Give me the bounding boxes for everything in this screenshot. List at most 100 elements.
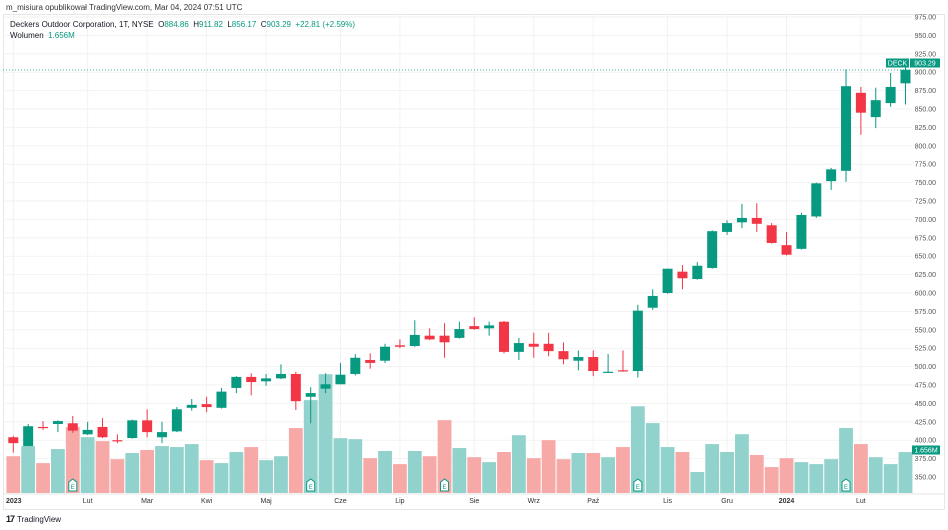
candle-body xyxy=(811,183,822,217)
earnings-icon[interactable]: E xyxy=(841,478,851,492)
low-value: 856.17 xyxy=(231,20,257,29)
volume-bar xyxy=(660,447,675,493)
price-tick-label: 850.00 xyxy=(915,107,937,114)
svg-text:E: E xyxy=(636,485,640,491)
candle-body xyxy=(796,214,807,249)
candle-body xyxy=(900,69,911,84)
price-tick-label: 800.00 xyxy=(915,143,937,150)
candle-body xyxy=(647,295,658,308)
candle-body xyxy=(67,423,78,431)
price-tick-label: 925.00 xyxy=(915,51,937,58)
legend-ohlc: Deckers Outdoor Corporation, 1T, NYSE O8… xyxy=(10,19,355,30)
ticker-label: DECK xyxy=(888,61,908,68)
volume-bar xyxy=(244,447,259,493)
candle-body xyxy=(261,378,272,382)
price-tick-label: 825.00 xyxy=(915,125,937,132)
candle-body xyxy=(484,325,495,329)
volume-bar xyxy=(21,446,36,493)
candle-body xyxy=(632,310,643,372)
svg-text:E: E xyxy=(443,485,447,491)
time-tick-label: Mar xyxy=(141,498,154,505)
candles xyxy=(8,63,911,453)
candle-body xyxy=(781,245,792,255)
time-tick-label: Wrz xyxy=(528,498,541,505)
volume-bar xyxy=(259,460,273,493)
candle-body xyxy=(558,351,569,360)
chart-frame xyxy=(3,14,945,510)
price-tick-label: 875.00 xyxy=(915,88,937,95)
candle-body xyxy=(885,86,896,104)
candle-body xyxy=(722,223,733,232)
volume-bar xyxy=(809,464,824,493)
price-tick-label: 650.00 xyxy=(915,254,937,261)
volume-bar xyxy=(749,454,764,493)
volume-bar xyxy=(140,450,155,493)
candle-body xyxy=(82,429,93,435)
volume-bar xyxy=(348,439,363,493)
candle-body xyxy=(127,420,138,438)
svg-text:E: E xyxy=(309,485,313,491)
volume-bar xyxy=(511,435,526,493)
volume-bar xyxy=(214,463,229,493)
price-tick-label: 450.00 xyxy=(915,401,937,408)
time-tick-label: Gru xyxy=(721,498,733,505)
candle-body xyxy=(38,426,49,429)
candle-body xyxy=(275,373,286,379)
price-tick-label: 400.00 xyxy=(915,438,937,445)
volume-value: 1.656M xyxy=(48,31,75,40)
time-tick-label: 2024 xyxy=(779,498,795,505)
candle-body xyxy=(157,432,167,438)
volume-bar xyxy=(883,464,898,493)
price-tick-label: 600.00 xyxy=(915,291,937,298)
earnings-icon[interactable]: E xyxy=(633,478,643,492)
candle-body xyxy=(23,426,34,447)
close-label: C xyxy=(260,20,267,29)
candle-body xyxy=(142,420,153,433)
volume-bar xyxy=(80,437,95,493)
time-tick-label: Lut xyxy=(856,498,866,505)
candle-body xyxy=(290,373,301,402)
price-axis: 975.00 950.00 925.00 900.00 875.00 850.00 825.… xyxy=(915,15,937,482)
candle-body xyxy=(365,359,376,363)
price-tick-label: 950.00 xyxy=(915,33,937,40)
volume-bar xyxy=(303,400,318,493)
price-tick-label: 975.00 xyxy=(915,15,937,22)
candle-body xyxy=(454,329,465,338)
volume-bar xyxy=(274,456,288,493)
footer-brand[interactable]: TradingView xyxy=(17,514,62,524)
candle-body xyxy=(662,268,673,293)
price-tick-label: 625.00 xyxy=(915,272,937,279)
candle-body xyxy=(707,231,718,268)
volume-bar xyxy=(541,440,556,493)
time-tick-label: Kwi xyxy=(201,498,213,505)
earnings-icon[interactable]: E xyxy=(306,478,316,492)
volume-bar xyxy=(169,447,184,493)
price-tick-label: 375.00 xyxy=(915,456,937,463)
volume-bar xyxy=(645,423,660,493)
volume-bar xyxy=(125,452,140,493)
volume-bar xyxy=(556,459,571,493)
volume-bar xyxy=(318,374,333,493)
volume-bar xyxy=(467,457,482,493)
svg-text:E: E xyxy=(71,485,75,491)
volume-bar xyxy=(720,451,734,493)
volume-bar xyxy=(288,428,303,493)
candle-body xyxy=(231,376,242,388)
earnings-icon[interactable]: E xyxy=(68,478,78,492)
earnings-icon[interactable]: E xyxy=(440,478,450,492)
time-tick-label: Sie xyxy=(469,498,479,505)
candle-body xyxy=(97,426,108,438)
candle-body xyxy=(201,404,212,408)
candle-body xyxy=(171,409,182,432)
time-axis: 2023 Lut Mar Kwi Maj Cze Lip Sie Wrz Paź Lis Gru 202… xyxy=(3,493,945,505)
candle-body xyxy=(677,271,688,279)
volume-bar xyxy=(407,451,422,493)
price-tick-label: 725.00 xyxy=(915,199,937,206)
candle-body xyxy=(350,357,361,374)
grid xyxy=(3,15,912,494)
price-tick-label: 700.00 xyxy=(915,217,937,224)
candle-body xyxy=(528,343,539,347)
last-volume-badge xyxy=(912,445,940,455)
